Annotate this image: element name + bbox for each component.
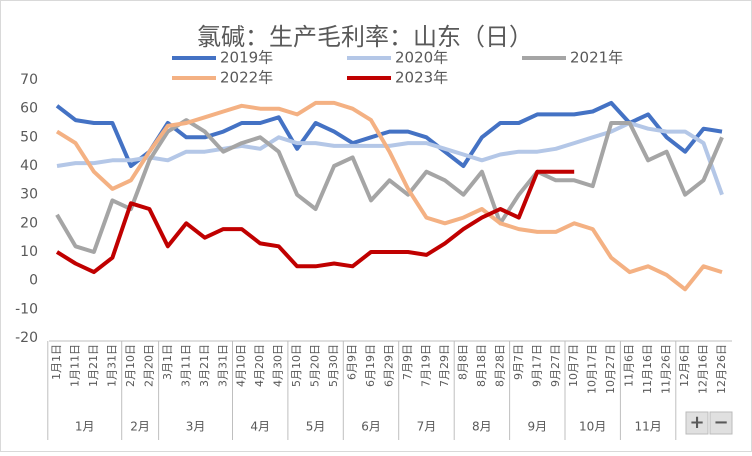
series-line <box>55 169 575 275</box>
month-label: 10月 <box>579 420 606 434</box>
zoom-in-label[interactable]: + <box>689 412 704 433</box>
x-tick-label: 1月1日 <box>50 344 63 380</box>
x-tick-label: 9月7日 <box>512 344 525 380</box>
x-tick-label: 6月9日 <box>346 344 359 380</box>
zoom-out-button[interactable] <box>709 411 733 435</box>
y-tick-label: 10 <box>20 244 38 260</box>
series-line <box>55 100 723 168</box>
x-tick-label: 4月30日 <box>272 344 285 387</box>
y-tick-label: 30 <box>20 187 38 203</box>
x-tick-label: 5月10日 <box>290 344 303 387</box>
zoom-controls: + − <box>685 411 733 435</box>
zoom-out-label[interactable]: − <box>713 412 728 433</box>
y-tick-label: 40 <box>20 158 38 174</box>
y-tick-label: 0 <box>29 273 38 289</box>
x-tick-label: 7月29日 <box>438 344 451 387</box>
legend-label: 2022年 <box>220 69 273 87</box>
chart-title: 氯碱：生产毛利率：山东（日） <box>197 23 533 51</box>
x-tick-label: 6月29日 <box>383 344 396 387</box>
series-line <box>55 118 724 254</box>
x-tick-label: 7月9日 <box>401 344 414 380</box>
legend-label: 2023年 <box>395 69 448 87</box>
x-tick-label: 4月20日 <box>253 344 266 387</box>
y-tick-label: 20 <box>20 215 38 231</box>
x-tick-label: 11月6日 <box>623 344 636 387</box>
series-line <box>56 121 724 196</box>
legend-label: 2019年 <box>220 49 273 67</box>
month-label: 11月 <box>634 420 661 434</box>
x-tick-label: 10月7日 <box>567 344 580 387</box>
month-label: 7月 <box>417 420 437 434</box>
y-tick-label: 50 <box>20 129 38 145</box>
y-tick-label: 70 <box>20 72 38 88</box>
x-tick-label: 11月26日 <box>660 344 673 394</box>
legend-label: 2021年 <box>570 49 623 67</box>
y-tick-label: -20 <box>15 330 38 346</box>
x-tick-label: 2月20日 <box>142 344 155 387</box>
month-label: 8月 <box>472 420 492 434</box>
x-tick-label: 8月18日 <box>475 344 488 387</box>
zoom-in-button[interactable] <box>685 411 709 435</box>
x-tick-label: 7月19日 <box>419 344 432 387</box>
month-label: 3月 <box>186 420 206 434</box>
x-tick-label: 5月30日 <box>327 344 340 387</box>
x-tick-label: 11月16日 <box>641 344 654 394</box>
x-tick-label: 3月11日 <box>179 344 192 387</box>
x-tick-label: 3月1日 <box>161 344 174 380</box>
x-tick-label: 12月6日 <box>678 344 691 387</box>
x-tick-label: 2月10日 <box>124 344 137 387</box>
month-label: 1月 <box>75 420 95 434</box>
month-label: 4月 <box>250 420 270 434</box>
y-tick-label: -10 <box>15 301 38 317</box>
x-tick-label: 6月19日 <box>364 344 377 387</box>
y-tick-label: 60 <box>20 101 38 117</box>
month-label: 5月 <box>306 420 326 434</box>
x-tick-label: 9月27日 <box>549 344 562 387</box>
legend-label: 2020年 <box>395 49 448 67</box>
month-label: 9月 <box>527 420 547 434</box>
x-tick-label: 8月8日 <box>456 344 469 380</box>
x-tick-label: 5月20日 <box>309 344 322 387</box>
x-tick-label: 1月21日 <box>87 344 100 387</box>
x-tick-label: 3月31日 <box>216 344 229 387</box>
month-label: 2月 <box>130 420 150 434</box>
x-tick-label: 1月31日 <box>105 344 118 387</box>
x-tick-label: 3月21日 <box>198 344 211 387</box>
x-tick-label: 12月16日 <box>697 344 710 394</box>
series-line <box>55 100 723 292</box>
x-tick-label: 10月27日 <box>604 344 617 394</box>
month-label: 6月 <box>361 420 381 434</box>
x-tick-label: 9月17日 <box>530 344 543 387</box>
x-tick-label: 1月11日 <box>68 344 81 387</box>
x-tick-label: 12月26日 <box>715 344 728 394</box>
x-tick-label: 8月28日 <box>493 344 506 387</box>
x-tick-label: 10月17日 <box>586 344 599 394</box>
x-tick-label: 4月10日 <box>235 344 248 387</box>
